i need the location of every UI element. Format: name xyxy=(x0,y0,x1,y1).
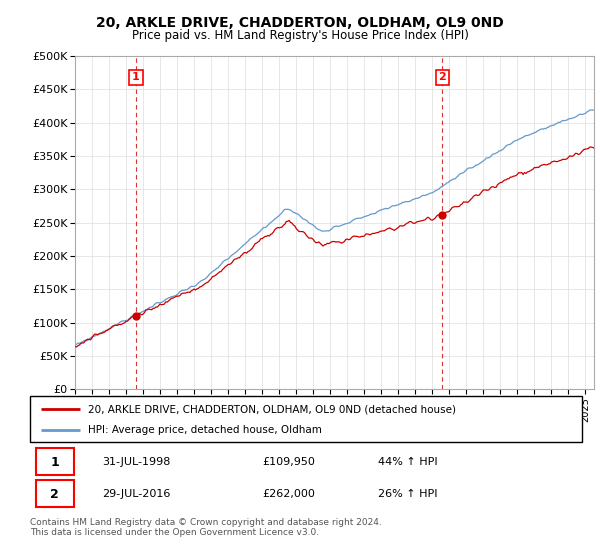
Text: 20, ARKLE DRIVE, CHADDERTON, OLDHAM, OL9 0ND (detached house): 20, ARKLE DRIVE, CHADDERTON, OLDHAM, OL9… xyxy=(88,404,456,414)
Text: 1: 1 xyxy=(132,72,140,82)
FancyBboxPatch shape xyxy=(35,448,74,475)
Text: 2: 2 xyxy=(439,72,446,82)
Text: 26% ↑ HPI: 26% ↑ HPI xyxy=(378,489,437,500)
Text: 2: 2 xyxy=(50,488,59,501)
Text: 44% ↑ HPI: 44% ↑ HPI xyxy=(378,457,437,467)
Text: HPI: Average price, detached house, Oldham: HPI: Average price, detached house, Oldh… xyxy=(88,424,322,435)
Text: £262,000: £262,000 xyxy=(262,489,315,500)
Text: Contains HM Land Registry data © Crown copyright and database right 2024.
This d: Contains HM Land Registry data © Crown c… xyxy=(30,518,382,538)
Text: 31-JUL-1998: 31-JUL-1998 xyxy=(102,457,170,467)
Text: 1: 1 xyxy=(50,456,59,469)
Text: 20, ARKLE DRIVE, CHADDERTON, OLDHAM, OL9 0ND: 20, ARKLE DRIVE, CHADDERTON, OLDHAM, OL9… xyxy=(96,16,504,30)
FancyBboxPatch shape xyxy=(35,480,74,507)
Text: Price paid vs. HM Land Registry's House Price Index (HPI): Price paid vs. HM Land Registry's House … xyxy=(131,29,469,42)
Text: 29-JUL-2016: 29-JUL-2016 xyxy=(102,489,170,500)
Text: £109,950: £109,950 xyxy=(262,457,315,467)
